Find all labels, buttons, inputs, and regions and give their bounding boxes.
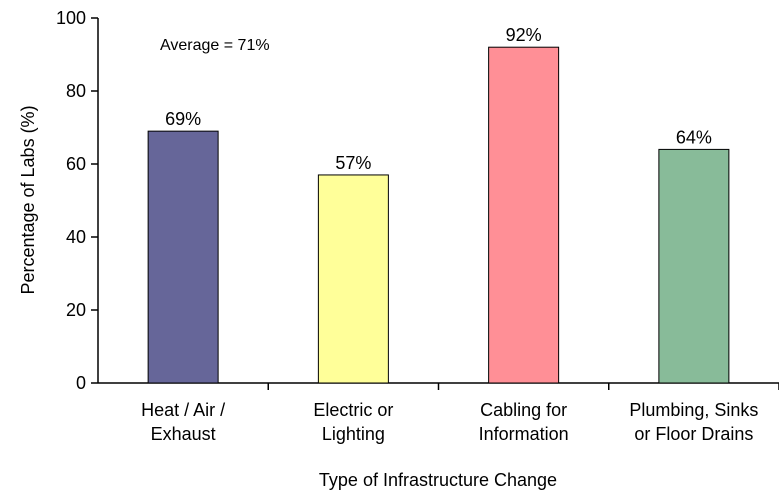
x-category-label: Electric or bbox=[313, 400, 393, 420]
x-category-label: Exhaust bbox=[151, 424, 216, 444]
x-category-label: Plumbing, Sinks bbox=[629, 400, 758, 420]
y-tick-label: 100 bbox=[56, 8, 86, 28]
x-axis-title: Type of Infrastructure Change bbox=[319, 470, 557, 490]
y-tick-label: 80 bbox=[66, 81, 86, 101]
average-annotation: Average = 71% bbox=[160, 37, 270, 54]
x-axis: Heat / Air / Exhaust Electric or Lighting Ca… bbox=[98, 382, 779, 444]
x-category-label: or Floor Drains bbox=[634, 424, 753, 444]
bar bbox=[658, 148, 730, 384]
bars bbox=[147, 46, 730, 384]
data-labels: 69% 57% 92% 64% bbox=[165, 25, 712, 173]
bar bbox=[488, 46, 560, 384]
y-tick-label: 20 bbox=[66, 300, 86, 320]
data-label: 57% bbox=[335, 153, 371, 173]
x-category-label: Information bbox=[479, 424, 569, 444]
y-axis-title: Percentage of Labs (%) bbox=[18, 105, 38, 294]
x-category-label: Heat / Air / bbox=[141, 400, 225, 420]
x-category-label: Cabling for bbox=[480, 400, 567, 420]
data-label: 69% bbox=[165, 109, 201, 129]
y-tick-label: 0 bbox=[76, 373, 86, 393]
y-tick-label: 40 bbox=[66, 227, 86, 247]
y-axis: 0 20 40 60 80 100 bbox=[56, 8, 99, 393]
x-category-label: Lighting bbox=[322, 424, 385, 444]
data-label: 64% bbox=[676, 127, 712, 147]
bar bbox=[317, 174, 389, 384]
bar bbox=[147, 130, 219, 384]
data-label: 92% bbox=[506, 25, 542, 45]
y-tick-label: 60 bbox=[66, 154, 86, 174]
